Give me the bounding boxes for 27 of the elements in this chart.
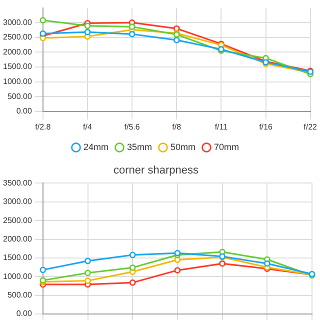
y-tick-label: 0.00 [16, 106, 32, 116]
legend-label: 70mm [214, 142, 240, 152]
y-tick-label: 0.00 [16, 309, 32, 318]
x-tick-label: f/2.8 [35, 122, 52, 132]
x-tick-label: f/22 [304, 122, 318, 132]
y-tick-label: 500.00 [7, 92, 32, 101]
y-tick-label: 2500.00 [2, 32, 32, 42]
chart-title: corner sharpness [114, 164, 199, 177]
x-tick-label: f/5.6 [124, 122, 140, 132]
x-tick-label: f/16 [259, 122, 273, 132]
y-tick-label: 3000.00 [2, 197, 32, 206]
y-tick-label: 1500.00 [2, 62, 32, 72]
y-tick-label: 1000.00 [2, 272, 32, 281]
y-tick-label: 3500.00 [2, 178, 32, 188]
y-tick-label: 1000.00 [2, 77, 32, 86]
y-tick-label: 3000.00 [2, 18, 32, 27]
legend-label: 50mm [170, 142, 196, 152]
legend-label: 24mm [83, 142, 109, 152]
y-tick-label: 1500.00 [2, 253, 32, 262]
legend-label: 35mm [126, 142, 152, 152]
x-tick-label: f/11 [214, 122, 228, 132]
y-tick-label: 500.00 [7, 290, 32, 300]
y-tick-label: 2500.00 [2, 216, 32, 225]
x-tick-label: f/4 [83, 122, 92, 132]
y-tick-label: 2000.00 [2, 234, 32, 244]
x-tick-label: f/8 [172, 122, 182, 132]
y-tick-label: 2000.00 [2, 47, 32, 56]
